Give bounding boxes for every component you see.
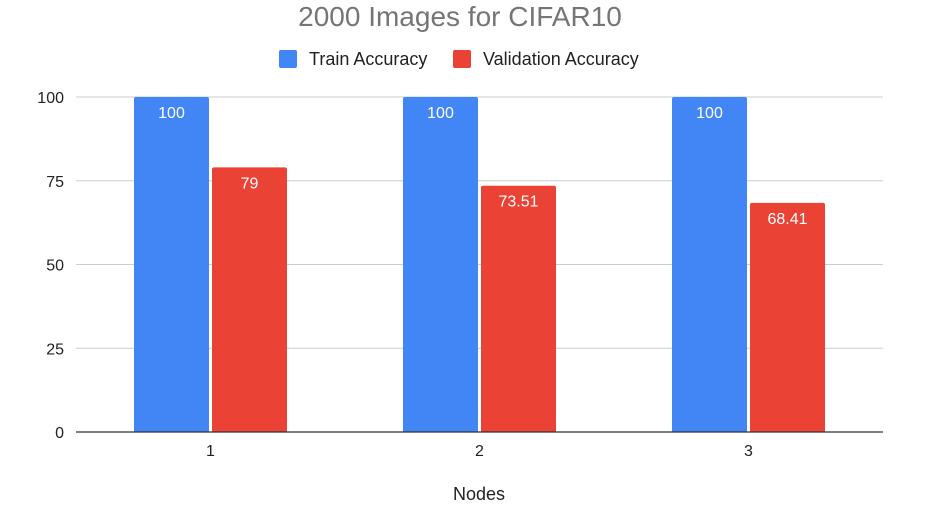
bar-value-label: 68.41	[767, 211, 807, 228]
x-tick-label: 1	[206, 443, 215, 460]
legend: Train Accuracy Validation Accuracy	[279, 49, 639, 69]
x-axis-title: Nodes	[453, 484, 505, 504]
y-tick-label: 25	[46, 341, 64, 358]
x-tick-label: 2	[475, 443, 484, 460]
x-tick-label: 3	[744, 443, 753, 460]
bar	[134, 97, 209, 432]
legend-label-train: Train Accuracy	[309, 49, 427, 69]
y-tick-label: 75	[46, 174, 64, 191]
bar-value-label: 79	[241, 175, 259, 192]
bar	[212, 167, 287, 432]
bar-value-label: 100	[427, 105, 454, 122]
bars	[134, 97, 825, 432]
bar-value-label: 100	[696, 105, 723, 122]
bar	[403, 97, 478, 432]
data-labels: 100 79 100 73.51 100 68.41	[158, 105, 807, 228]
y-tick-label: 50	[46, 258, 64, 275]
legend-swatch-validation	[453, 50, 471, 68]
y-tick-label: 0	[55, 425, 64, 442]
bar	[481, 185, 556, 432]
bar	[672, 97, 747, 432]
bar-value-label: 73.51	[498, 194, 538, 211]
chart-title: 2000 Images for CIFAR10	[298, 1, 622, 32]
x-axis-ticks: 1 2 3	[76, 431, 883, 460]
y-tick-label: 100	[37, 90, 64, 107]
gridlines	[76, 96, 883, 349]
bar-value-label: 100	[158, 105, 185, 122]
y-axis-ticks: 0 25 50 75 100	[37, 90, 64, 442]
legend-swatch-train	[279, 50, 297, 68]
legend-label-validation: Validation Accuracy	[483, 49, 639, 69]
bar	[750, 202, 825, 432]
